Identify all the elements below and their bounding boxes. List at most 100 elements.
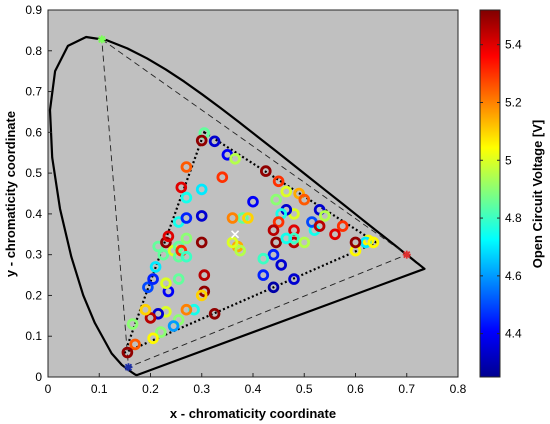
x-tick-label: 0.6	[347, 382, 364, 396]
data-point	[172, 273, 185, 285]
colorbar-tick-label: 5.2	[505, 95, 522, 109]
data-point	[280, 185, 293, 198]
data-point	[160, 277, 172, 290]
data-point	[329, 228, 341, 241]
data-point	[126, 318, 139, 330]
data-point	[280, 232, 293, 245]
data-point	[180, 161, 193, 173]
x-tick-label: 0.1	[91, 382, 108, 396]
colorbar-ticks: 4.4 4.6 4.8 5 5.2 5.4	[480, 38, 522, 341]
y-tick-label: 0.9	[25, 3, 42, 17]
y-tick-label: 0.2	[25, 288, 42, 302]
y-tick-label: 0.1	[25, 329, 42, 343]
y-tick-label: 0.3	[25, 248, 42, 262]
colorbar-tick-label: 5.4	[505, 38, 522, 52]
y-tick-label: 0.7	[25, 85, 42, 99]
x-tick-label: 0.4	[245, 382, 262, 396]
data-point	[367, 236, 380, 249]
data-point	[144, 312, 157, 324]
data-point	[216, 171, 229, 184]
data-point	[229, 153, 241, 165]
data-point	[267, 281, 280, 294]
data-point	[270, 193, 282, 206]
data-point	[208, 307, 221, 320]
x-tick-label: 0	[45, 382, 52, 396]
data-point	[195, 183, 208, 196]
data-point	[167, 320, 180, 332]
colorbar-tick-label: 4.8	[505, 211, 522, 225]
data-point	[160, 236, 172, 249]
colorbar-label: Open Circuit Voltage [V]	[530, 120, 545, 269]
data-point	[195, 210, 208, 222]
reference-gamut-triangle	[101, 38, 408, 368]
y-axis-ticks: 0 0.1 0.2 0.3 0.4 0.5 0.6 0.7 0.8 0.9	[25, 3, 52, 384]
data-point	[257, 252, 270, 265]
data-point	[155, 326, 167, 338]
data-point	[237, 212, 249, 224]
data-point	[180, 191, 193, 204]
data-point	[195, 289, 208, 302]
data-point	[180, 250, 193, 263]
data-point	[208, 135, 221, 148]
data-point	[270, 236, 282, 249]
data-point	[198, 269, 211, 281]
data-point	[349, 236, 362, 249]
x-tick-label: 0.8	[450, 382, 467, 396]
data-point	[175, 181, 188, 194]
data-point	[234, 244, 247, 257]
data-point	[259, 165, 272, 177]
colorbar-tick-label: 4.6	[505, 269, 522, 283]
primary-marker	[402, 250, 411, 259]
x-axis-label: x - chromaticity coordinate	[170, 406, 336, 421]
data-point	[247, 195, 259, 208]
data-point	[288, 273, 300, 285]
data-point	[129, 338, 141, 351]
x-tick-label: 0.2	[142, 382, 159, 396]
y-tick-label: 0	[35, 370, 42, 384]
data-point	[162, 230, 175, 243]
white-point-marker	[230, 230, 240, 239]
data-point	[313, 220, 326, 232]
data-point	[272, 175, 285, 188]
plot-background	[48, 10, 458, 377]
data-point	[157, 248, 170, 261]
primary-marker	[97, 35, 106, 44]
data-point	[195, 134, 208, 147]
data-point	[242, 212, 254, 224]
data-point	[298, 193, 311, 206]
data-point	[180, 232, 193, 245]
y-axis-label: y - chromaticity coordinate	[3, 111, 18, 277]
data-point	[272, 216, 285, 228]
x-tick-label: 0.7	[398, 382, 415, 396]
data-point	[149, 261, 162, 273]
data-point	[298, 236, 311, 249]
y-tick-label: 0.4	[25, 207, 42, 221]
data-point	[336, 220, 349, 232]
data-point	[147, 332, 159, 345]
x-axis-ticks: 0 0.1 0.2 0.3 0.4 0.5 0.6 0.7 0.8	[45, 373, 467, 396]
plot-content	[48, 35, 426, 377]
data-point	[226, 212, 239, 224]
primary-marker	[124, 363, 133, 372]
data-point	[226, 236, 239, 249]
colorbar	[479, 9, 501, 378]
data-point	[142, 281, 154, 294]
data-point	[147, 273, 159, 285]
colorbar-tick-label: 4.4	[505, 327, 522, 341]
data-point	[180, 303, 193, 316]
device-gamut-triangle	[122, 130, 379, 355]
data-point	[275, 259, 288, 271]
x-tick-label: 0.5	[296, 382, 313, 396]
y-tick-label: 0.5	[25, 166, 42, 180]
data-point	[195, 236, 208, 249]
data-point	[318, 210, 331, 222]
x-tick-label: 0.3	[193, 382, 210, 396]
data-point	[267, 224, 280, 237]
data-point	[257, 269, 270, 281]
data-point	[139, 303, 152, 316]
y-tick-label: 0.8	[25, 44, 42, 58]
y-tick-label: 0.6	[25, 125, 42, 139]
data-point	[180, 212, 193, 224]
colorbar-tick-label: 5	[505, 153, 512, 167]
